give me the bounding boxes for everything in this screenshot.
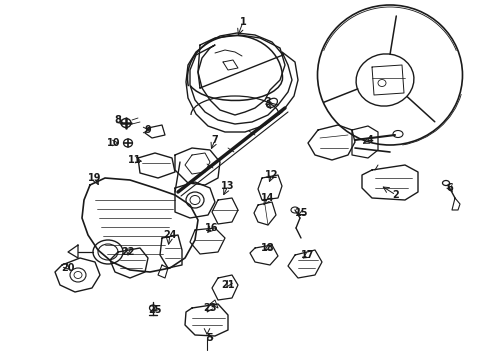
Text: 6: 6 (446, 183, 453, 193)
Text: 9: 9 (145, 125, 151, 135)
Text: 18: 18 (261, 243, 275, 253)
Text: 4: 4 (367, 135, 373, 145)
Text: 1: 1 (240, 17, 246, 27)
Text: 21: 21 (221, 280, 235, 290)
Text: 11: 11 (128, 155, 142, 165)
Text: 12: 12 (265, 170, 279, 180)
Text: 10: 10 (107, 138, 121, 148)
Text: 25: 25 (148, 305, 162, 315)
Text: 16: 16 (205, 223, 219, 233)
Text: 15: 15 (295, 208, 309, 218)
Text: 22: 22 (121, 247, 135, 257)
Text: 2: 2 (392, 190, 399, 200)
Text: 7: 7 (212, 135, 219, 145)
Text: 5: 5 (207, 333, 213, 343)
Text: 8: 8 (115, 115, 122, 125)
Text: 3: 3 (265, 97, 271, 107)
Text: 23: 23 (203, 303, 217, 313)
Text: 17: 17 (301, 250, 315, 260)
Text: 19: 19 (88, 173, 102, 183)
Text: 20: 20 (61, 263, 75, 273)
Text: 13: 13 (221, 181, 235, 191)
Text: 24: 24 (163, 230, 177, 240)
Text: 14: 14 (261, 193, 275, 203)
